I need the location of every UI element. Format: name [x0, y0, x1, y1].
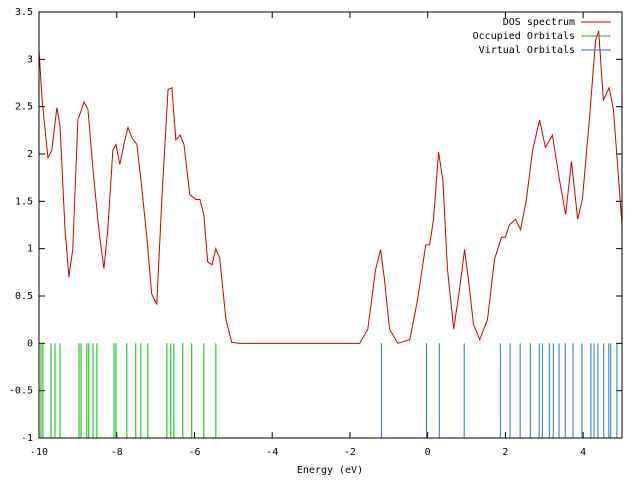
- y-tick-label: 1.5: [15, 196, 33, 207]
- y-tick-label: -0.5: [9, 386, 33, 397]
- y-tick-label: 2.5: [15, 102, 33, 113]
- y-tick-label: 3: [27, 54, 33, 65]
- plot-border: [38, 11, 623, 439]
- x-tick-label: -10: [30, 447, 48, 458]
- x-tick-label: 4: [580, 447, 586, 458]
- legend-label: DOS spectrum: [503, 17, 575, 28]
- x-tick-label: -8: [111, 447, 123, 458]
- x-tick-label: -4: [266, 447, 278, 458]
- legend-label: Occupied Orbitals: [473, 31, 575, 42]
- y-tick-label: 2: [27, 149, 33, 160]
- y-tick-label: 3.5: [15, 7, 33, 18]
- x-tick-label: -2: [344, 447, 356, 458]
- x-axis-label: Energy (eV): [297, 465, 363, 476]
- legend-label: Virtual Orbitals: [479, 45, 575, 56]
- x-tick-label: 2: [502, 447, 508, 458]
- x-tick-label: -6: [188, 447, 200, 458]
- y-tick-label: -1: [21, 433, 33, 444]
- x-tick-label: 0: [425, 447, 431, 458]
- y-tick-label: 1: [27, 244, 33, 255]
- dos-line: [38, 30, 623, 344]
- y-tick-label: 0.5: [15, 291, 33, 302]
- y-tick-label: 0: [27, 338, 33, 349]
